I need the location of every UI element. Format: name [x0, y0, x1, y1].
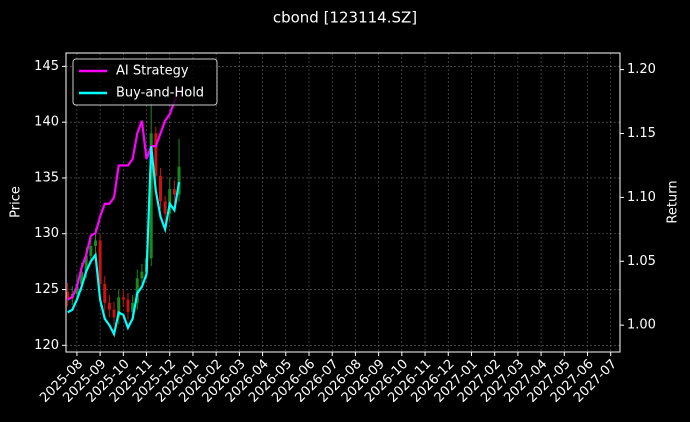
series-line: [67, 88, 181, 301]
candle-body: [163, 201, 167, 214]
candle-body: [149, 133, 153, 259]
candle-body: [140, 271, 144, 279]
series-line: [67, 146, 181, 338]
candle-body: [168, 189, 172, 214]
candle-body: [89, 246, 93, 257]
candle-body: [98, 240, 102, 284]
candle-body: [154, 133, 158, 176]
legend-box: [72, 58, 218, 106]
candle-body: [172, 189, 176, 195]
y-tick-label: 130: [34, 226, 59, 241]
plot-frame: [65, 52, 621, 353]
y-tick-label: 140: [34, 115, 59, 130]
candle-body: [112, 309, 116, 318]
candle-body: [93, 240, 97, 247]
legend-label: Buy-and-Hold: [116, 86, 204, 101]
candle-body: [117, 297, 121, 318]
candle-body: [135, 278, 139, 303]
y2-tick-label: 1.00: [627, 318, 656, 333]
candle-body: [84, 256, 88, 272]
y-tick-label: 125: [34, 282, 59, 297]
candle-body: [107, 302, 111, 310]
y2-tick-label: 1.20: [627, 62, 656, 77]
candle-body: [158, 175, 162, 202]
candle-body: [177, 166, 181, 195]
candle-body: [131, 302, 135, 312]
candle-body: [121, 297, 125, 300]
y-axis-label: Price: [9, 186, 24, 218]
candle-body: [103, 283, 107, 303]
y2-tick-label: 1.05: [627, 254, 656, 269]
y-tick-label: 135: [34, 170, 59, 185]
candle-body: [66, 291, 70, 299]
legend-label: AI Strategy: [116, 64, 189, 79]
y2-axis-label: Return: [666, 180, 681, 223]
y-tick-label: 120: [34, 338, 59, 353]
candle-body: [126, 299, 130, 312]
y2-tick-label: 1.15: [627, 126, 656, 141]
chart-title: cbond [123114.SZ]: [273, 9, 417, 27]
y-tick-label: 145: [34, 59, 59, 74]
candle-body: [80, 271, 84, 284]
y2-tick-label: 1.10: [627, 190, 656, 205]
